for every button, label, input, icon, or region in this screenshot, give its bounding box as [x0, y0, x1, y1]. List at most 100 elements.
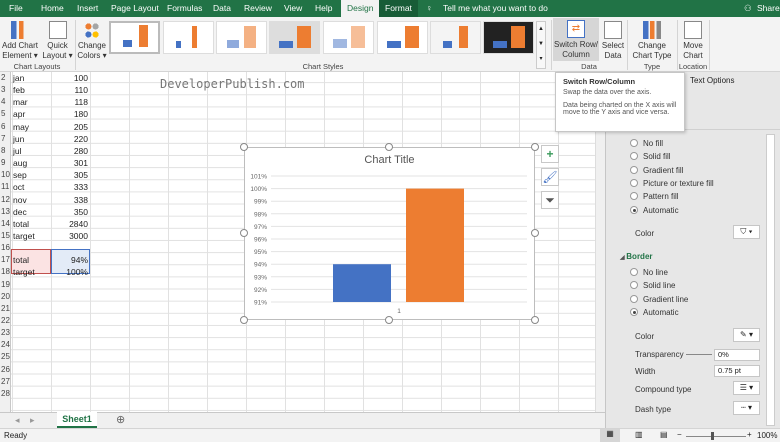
cell-value[interactable] [51, 351, 88, 363]
page-layout-view-icon[interactable]: ▥ [635, 430, 643, 439]
line-color-picker[interactable]: ✎ ▾ [733, 328, 760, 342]
cell-value[interactable] [51, 376, 88, 388]
row-number[interactable]: 19 [1, 279, 10, 289]
cell-label[interactable]: aug [13, 158, 28, 169]
compound-type-dropdown[interactable]: ☰ ▾ [733, 381, 760, 395]
resize-handle[interactable] [240, 316, 248, 324]
normal-view-icon[interactable]: ▦ [600, 429, 620, 442]
cell-label[interactable]: total [13, 255, 30, 266]
radio-no-fill[interactable]: No fill [630, 139, 663, 148]
cell-value[interactable] [51, 303, 88, 315]
cell-value[interactable] [51, 291, 88, 303]
selected-range-labels[interactable] [11, 249, 51, 274]
zoom-slider-thumb[interactable] [711, 432, 714, 440]
cell-label[interactable]: total [13, 218, 30, 229]
cell-value[interactable] [51, 388, 88, 400]
radio-solid-line[interactable]: Solid line [630, 281, 675, 290]
row-number[interactable]: 6 [1, 121, 6, 131]
selected-range-values[interactable] [51, 249, 90, 274]
cell-value[interactable] [51, 315, 88, 327]
radio-automatic[interactable]: Automatic [630, 307, 679, 317]
fill-color-picker[interactable]: ⛉ ▾ [733, 225, 760, 239]
cell-value[interactable]: 333 [73, 182, 88, 193]
cell-label[interactable]: dec [13, 206, 27, 217]
chart-title[interactable]: Chart Title [364, 154, 415, 166]
row-number[interactable]: 22 [1, 316, 10, 325]
tab-formulas[interactable]: Formulas [167, 3, 203, 13]
radio-button[interactable] [630, 294, 638, 303]
sheet-tab-sheet1[interactable]: Sheet1 [57, 412, 97, 428]
cell-label[interactable]: target [13, 230, 35, 241]
row-number[interactable]: 15 [1, 230, 10, 240]
row-number[interactable]: 13 [1, 206, 10, 216]
zoom-level[interactable]: 100% [757, 431, 778, 440]
cell-value[interactable] [51, 242, 88, 254]
bar-series-2[interactable] [406, 188, 464, 302]
chart-style-1[interactable] [109, 21, 160, 54]
cell-value[interactable]: 94% [70, 255, 88, 266]
tab-review[interactable]: Review [244, 3, 272, 13]
row-number[interactable]: 18 [1, 267, 10, 277]
row-number[interactable]: 14 [1, 218, 10, 228]
radio-pattern-fill[interactable]: Pattern fill [630, 192, 679, 201]
chart-style-2[interactable] [163, 21, 214, 54]
chart-elements-plus-icon[interactable]: + [541, 145, 559, 163]
row-number[interactable]: 25 [1, 352, 10, 362]
transparency-input[interactable]: 0% [714, 349, 760, 361]
change-chart-type-button[interactable]: Change Chart Type [630, 19, 674, 61]
tab-help[interactable]: Help [315, 3, 333, 13]
cell-value[interactable]: 305 [73, 170, 88, 181]
radio-picture-or-texture-fill[interactable]: Picture or texture fill [630, 178, 714, 188]
cell-label[interactable]: apr [13, 109, 26, 120]
row-number[interactable]: 24 [1, 340, 10, 350]
radio-button[interactable] [630, 192, 638, 201]
cell-value[interactable]: 220 [73, 133, 88, 144]
radio-automatic[interactable]: Automatic [630, 205, 679, 215]
text-options-tab[interactable]: Text Options [690, 76, 735, 85]
cell-value[interactable] [51, 364, 88, 376]
row-number[interactable]: 8 [1, 145, 6, 155]
chart-style-6[interactable] [377, 21, 428, 54]
resize-handle[interactable] [531, 229, 539, 237]
tab-insert[interactable]: Insert [77, 3, 99, 13]
border-section-header[interactable]: ◢ Border [620, 252, 653, 261]
radio-solid-fill[interactable]: Solid fill [630, 152, 671, 161]
resize-handle[interactable] [385, 143, 393, 151]
cell-label[interactable]: may [13, 121, 30, 132]
row-number[interactable]: 4 [1, 97, 6, 107]
bar-series-1[interactable] [333, 264, 391, 302]
cell-value[interactable]: 350 [73, 206, 88, 217]
cell-value[interactable]: 280 [73, 145, 88, 156]
row-number[interactable]: 5 [1, 109, 6, 119]
add-chart-element-button[interactable]: Add Chart Element ▾ [0, 19, 40, 61]
share-button[interactable]: Share [757, 3, 780, 13]
zoom-slider[interactable] [686, 436, 746, 437]
cell-value[interactable]: 301 [73, 158, 88, 169]
tab-file[interactable]: File [9, 3, 23, 13]
radio-button[interactable] [630, 205, 638, 214]
cell-value[interactable] [51, 327, 88, 339]
tell-me-search[interactable]: Tell me what you want to do [443, 3, 548, 13]
row-number[interactable]: 21 [1, 303, 10, 313]
vertical-scrollbar[interactable] [595, 72, 605, 412]
radio-gradient-line[interactable]: Gradient line [630, 294, 688, 304]
next-sheet-arrow-icon[interactable]: ▸ [30, 415, 35, 425]
row-number[interactable]: 7 [1, 133, 6, 143]
page-break-view-icon[interactable]: ▤ [660, 430, 668, 439]
cell-value[interactable]: 2840 [69, 218, 88, 229]
chart-style-4[interactable] [269, 21, 320, 54]
switch-row-column-button[interactable]: ⇄ Switch Row/Column [553, 18, 599, 61]
radio-gradient-fill[interactable]: Gradient fill [630, 165, 683, 175]
zoom-in-icon[interactable]: + [747, 430, 752, 439]
row-number[interactable]: 10 [1, 170, 10, 180]
tab-page-layout[interactable]: Page Layout [111, 3, 159, 13]
transparency-slider[interactable] [686, 354, 712, 355]
cell-value[interactable]: 100% [66, 267, 88, 278]
cell-label[interactable]: sep [13, 170, 27, 181]
pane-scrollbar[interactable] [766, 134, 775, 426]
row-number[interactable]: 23 [1, 328, 10, 338]
tab-format[interactable]: Format [379, 0, 418, 17]
radio-no-line[interactable]: No line [630, 268, 668, 277]
radio-button[interactable] [630, 178, 638, 187]
resize-handle[interactable] [531, 143, 539, 151]
